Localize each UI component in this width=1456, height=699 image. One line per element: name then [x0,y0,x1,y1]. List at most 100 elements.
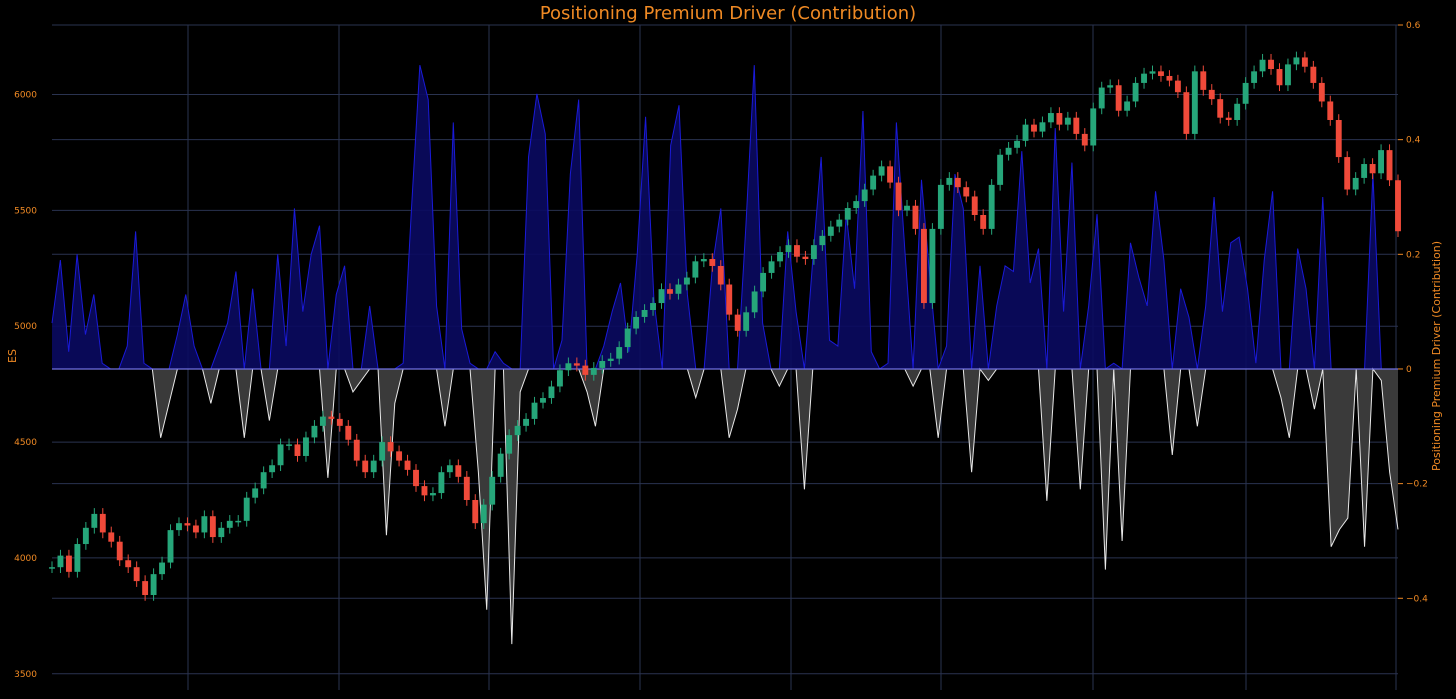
candle-body [1183,92,1190,134]
candle-body [802,256,809,260]
candle-body [836,219,843,227]
candle-body [700,259,707,262]
candle-body [1115,85,1122,111]
candle-body [1200,71,1207,90]
candle-body [201,516,208,533]
candle-body [218,527,225,538]
candle-body [861,189,868,202]
candle-body [455,465,462,477]
candle-body [1124,101,1131,111]
candle-body [1174,80,1181,93]
candle-body [1014,140,1021,148]
candle-body [1081,133,1088,146]
candle-body [91,513,98,528]
axes: 3500 4000 4500 5000 5500 6000 0.6 0.4 0.2 0 −0.2 −0… [14,21,1428,680]
candle-body [446,465,453,473]
right-tick-label: −0.4 [1406,594,1428,604]
candle-body [159,562,165,575]
candle-body [1107,85,1114,88]
negative-line [52,367,1399,645]
candle-body [870,175,877,190]
candle-body [1064,117,1071,125]
right-tick-label: 0.6 [1406,21,1421,31]
left-tick-label: 5000 [14,322,37,332]
candle-body [421,486,428,496]
candle-body [548,386,555,399]
candle-body [438,472,445,494]
candle-body [641,310,648,317]
candle-body [82,527,89,545]
candle-body [1090,108,1097,146]
candle-body [1225,117,1232,120]
candle-body [692,261,699,278]
left-tick-label: 6000 [14,91,37,101]
candle-body [751,291,758,313]
candle-body [1242,82,1249,104]
candle-body [319,416,326,426]
candle-body [573,363,580,366]
candle-body [429,493,436,496]
candle-body [912,205,919,229]
candle-body [1293,57,1300,65]
candle-body [514,425,521,436]
candle-body [980,215,987,229]
candle-body [1378,150,1385,174]
candle-body [937,184,944,229]
candle-body [997,154,1004,185]
candle-body [1234,103,1241,120]
candle-body [827,226,834,236]
candle-body [607,358,614,361]
candle-body [1047,113,1054,123]
candle-body [734,314,741,331]
candle-body [1098,87,1105,109]
candle-body [1158,71,1164,76]
candle-body [226,520,233,528]
candle-body [1268,59,1274,70]
candle-body [235,520,242,523]
negative-area [52,368,1398,645]
candle-body [1191,71,1198,134]
candle-body [1361,164,1368,178]
es-candlestick-series [49,51,1401,601]
candle-body [336,418,343,426]
candle-body [1395,180,1401,232]
candle-body [582,365,589,375]
candle-body [1335,120,1342,158]
candle-body [1386,150,1393,181]
candle-body [57,555,64,568]
candle-body [794,245,800,257]
candle-body [1132,82,1139,102]
candle-body [819,235,826,246]
candle-body [895,182,902,211]
candle-body [1344,157,1351,190]
candle-body [353,439,360,461]
candle-body [1369,164,1376,174]
left-tick-label: 5500 [14,206,37,216]
candle-body [472,500,479,524]
candle-body [650,303,656,310]
candle-body [108,532,115,542]
candle-body [523,418,530,426]
candle-body [277,444,284,466]
candle-body [954,177,961,188]
candle-body [929,228,936,304]
candle-body [303,437,309,456]
candle-body [683,277,690,285]
candle-body [311,425,318,438]
candle-body [1251,71,1258,83]
left-tick-label: 4000 [14,554,37,564]
chart-title: Positioning Premium Driver (Contribution… [540,3,916,24]
candle-body [116,541,123,561]
candle-body [387,442,394,452]
candle-body [463,476,470,500]
candle-body [1217,99,1224,118]
candle-body [167,530,174,563]
candle-body [497,453,504,477]
candle-body [743,312,750,331]
candle-body [243,497,250,521]
candle-body [556,370,563,387]
candle-body [1031,124,1037,132]
candle-body [150,574,157,595]
candle-body [379,442,386,461]
